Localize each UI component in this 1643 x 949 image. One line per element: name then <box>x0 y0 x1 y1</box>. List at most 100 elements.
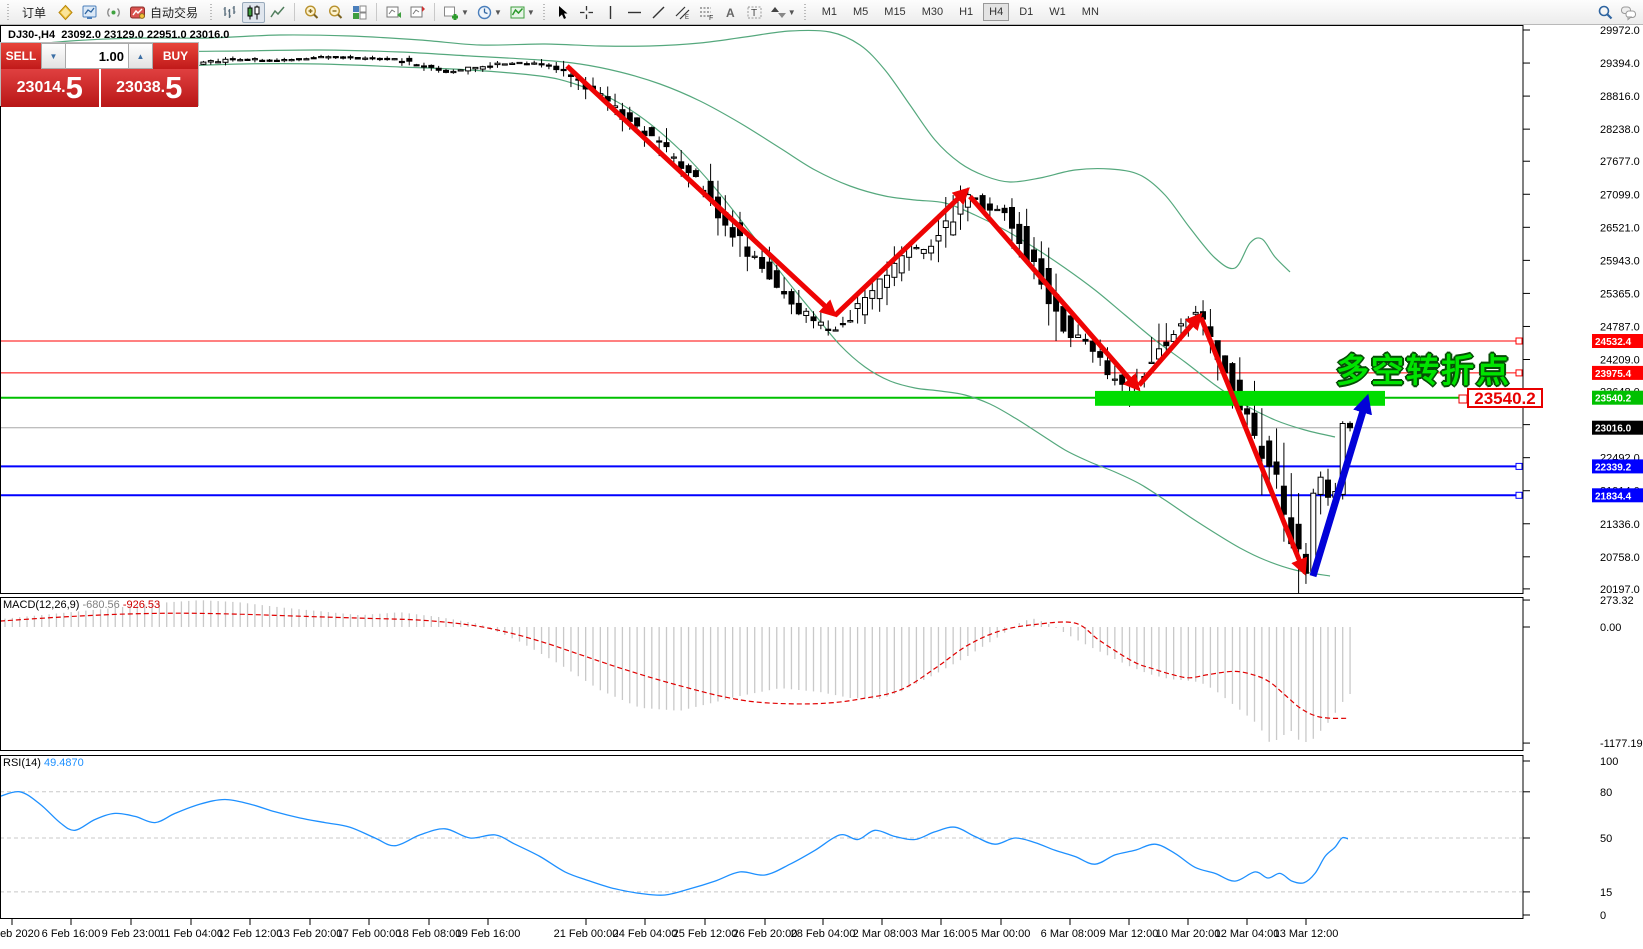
tab-timeframe-M1[interactable]: M1 <box>821 6 837 18</box>
svg-text:-1177.19: -1177.19 <box>1600 738 1643 750</box>
sell-price[interactable]: 23014. 5 <box>1 69 99 107</box>
buy-price-main: 23038. <box>116 79 166 96</box>
equidistant-channel-icon[interactable]: E <box>671 2 694 23</box>
chart-title: DJ30-,H4 23092.0 23129.0 22951.0 23016.0 <box>8 29 229 41</box>
svg-text:A: A <box>726 6 735 20</box>
buy-price[interactable]: 23038. 5 <box>100 69 198 107</box>
auto-scroll-icon[interactable] <box>382 2 405 23</box>
svg-text:6 Feb 16:00: 6 Feb 16:00 <box>42 928 101 940</box>
toolbar-grip[interactable] <box>6 4 11 20</box>
svg-text:23540.2: 23540.2 <box>1595 394 1632 405</box>
chevron-down-icon: ▼ <box>787 7 796 17</box>
signals-icon[interactable] <box>102 2 125 23</box>
sell-price-main: 23014. <box>16 79 66 96</box>
svg-text:20758.0: 20758.0 <box>1600 552 1640 564</box>
svg-text:28238.0: 28238.0 <box>1600 124 1640 136</box>
tab-timeframe-M15[interactable]: M15 <box>884 6 906 18</box>
sell-price-pips: 5 <box>65 70 83 105</box>
chevron-down-icon: ▼ <box>461 7 469 17</box>
orders-label: 订单 <box>22 5 47 20</box>
svg-text:5 Feb 2020: 5 Feb 2020 <box>0 928 40 940</box>
candlestick-chart-icon[interactable] <box>242 1 266 23</box>
toolbar-grip[interactable] <box>209 4 215 20</box>
svg-text:24 Feb 04:00: 24 Feb 04:00 <box>613 928 678 940</box>
new-order-icon[interactable] <box>54 2 77 23</box>
svg-text:17 Feb 00:00: 17 Feb 00:00 <box>337 928 402 940</box>
macd-main-value: -680.56 <box>82 599 120 611</box>
text-label-icon[interactable]: T <box>743 2 766 23</box>
volume-input[interactable]: 1.00 <box>66 43 128 69</box>
tab-timeframe-M30[interactable]: M30 <box>921 6 944 18</box>
svg-text:24209.0: 24209.0 <box>1600 355 1640 367</box>
chart-shift-icon[interactable] <box>406 2 429 23</box>
text-icon[interactable]: A <box>719 2 742 23</box>
crosshair-icon[interactable] <box>575 2 598 23</box>
tab-timeframe-D1[interactable]: D1 <box>1019 6 1034 18</box>
svg-text:25943.0: 25943.0 <box>1600 255 1640 267</box>
svg-text:0: 0 <box>1600 910 1606 922</box>
svg-text:18 Feb 08:00: 18 Feb 08:00 <box>397 928 462 940</box>
fibonacci-icon[interactable]: F <box>695 2 718 23</box>
new-chart-button[interactable]: ▼ <box>440 2 472 23</box>
svg-text:15: 15 <box>1600 887 1612 899</box>
svg-text:26521.0: 26521.0 <box>1600 222 1640 234</box>
svg-text:50: 50 <box>1600 833 1612 845</box>
rsi-label: RSI(14) 49.4870 <box>3 757 84 769</box>
zoom-out-icon[interactable] <box>324 2 347 23</box>
volume-down-button[interactable]: ▼ <box>41 43 66 69</box>
trendline-icon[interactable] <box>647 2 670 23</box>
bar-chart-icon[interactable] <box>218 2 241 23</box>
timeframe-group: M1 M5 M15 M30 H1 H4 D1 W1 MN <box>816 3 1105 21</box>
svg-text:29394.0: 29394.0 <box>1600 58 1640 70</box>
svg-text:24787.0: 24787.0 <box>1600 321 1640 333</box>
orders-button[interactable]: 订单 <box>15 2 53 23</box>
buy-button[interactable]: BUY <box>153 43 198 69</box>
chat-icon[interactable] <box>1617 2 1640 23</box>
svg-text:19 Feb 16:00: 19 Feb 16:00 <box>456 928 521 940</box>
level-price-box[interactable]: 23540.2 <box>1467 388 1543 408</box>
volume-up-button[interactable]: ▲ <box>128 43 153 69</box>
chart-symbol-period: DJ30-,H4 <box>8 29 56 41</box>
indicators-button[interactable]: ▼ <box>506 2 538 23</box>
periods-clock-button[interactable]: ▼ <box>473 2 505 23</box>
svg-text:21 Feb 00:00: 21 Feb 00:00 <box>554 928 619 940</box>
horizontal-line-icon[interactable] <box>623 2 646 23</box>
line-chart-icon[interactable] <box>266 2 289 23</box>
svg-text:9 Mar 12:00: 9 Mar 12:00 <box>1100 928 1159 940</box>
svg-text:100: 100 <box>1600 756 1618 768</box>
market-watch-icon[interactable] <box>78 2 101 23</box>
tab-timeframe-M5[interactable]: M5 <box>853 6 869 18</box>
tab-timeframe-H4[interactable]: H4 <box>983 3 1010 21</box>
svg-text:26 Feb 20:00: 26 Feb 20:00 <box>733 928 798 940</box>
autotrading-label: 自动交易 <box>150 5 199 20</box>
svg-text:80: 80 <box>1600 787 1612 799</box>
svg-text:25 Feb 12:00: 25 Feb 12:00 <box>673 928 738 940</box>
one-click-trade-panel: SELL ▼ 1.00 ▲ BUY 23014. 5 23038. 5 <box>0 42 199 107</box>
svg-text:21336.0: 21336.0 <box>1600 519 1640 531</box>
svg-text:E: E <box>685 15 689 21</box>
main-toolbar: 订单 自动交易 ▼ ▼ <box>0 0 1643 25</box>
toolbar-grip[interactable] <box>802 4 808 20</box>
zoom-in-icon[interactable] <box>300 2 323 23</box>
tab-timeframe-MN[interactable]: MN <box>1081 6 1099 18</box>
svg-text:28816.0: 28816.0 <box>1600 91 1640 103</box>
cursor-icon[interactable] <box>551 2 574 23</box>
shapes-arrows-button[interactable]: ▼ <box>767 2 799 23</box>
search-icon[interactable] <box>1594 2 1617 23</box>
macd-label: MACD(12,26,9) -680.56 -926.53 <box>3 599 160 611</box>
tile-windows-icon[interactable] <box>348 2 371 23</box>
svg-text:12 Feb 12:00: 12 Feb 12:00 <box>218 928 283 940</box>
tab-timeframe-H1[interactable]: H1 <box>959 6 974 18</box>
sell-button[interactable]: SELL <box>1 43 41 69</box>
vertical-line-icon[interactable] <box>599 2 622 23</box>
svg-text:273.32: 273.32 <box>1600 595 1634 607</box>
svg-text:27677.0: 27677.0 <box>1600 156 1640 168</box>
svg-text:9 Feb 23:00: 9 Feb 23:00 <box>102 928 161 940</box>
toolbar-grip[interactable] <box>541 4 547 20</box>
buy-price-pips: 5 <box>165 70 183 105</box>
autotrading-button[interactable]: 自动交易 <box>126 2 205 23</box>
rsi-name: RSI(14) <box>3 757 41 769</box>
chevron-down-icon: ▼ <box>493 7 502 17</box>
tab-timeframe-W1[interactable]: W1 <box>1049 6 1066 18</box>
